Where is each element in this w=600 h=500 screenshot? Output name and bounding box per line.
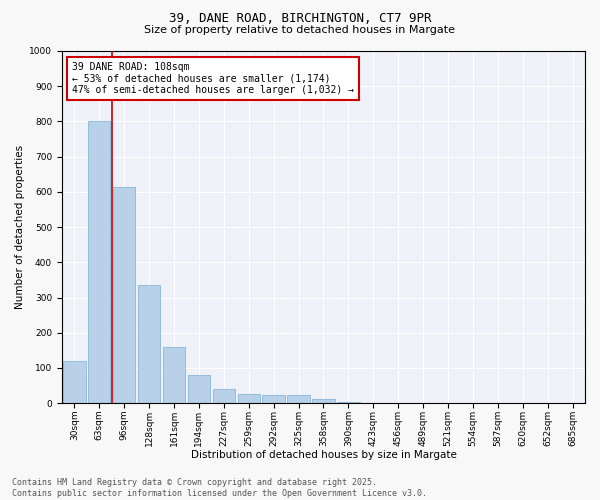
Bar bbox=[163, 347, 185, 403]
Bar bbox=[287, 396, 310, 403]
Bar bbox=[188, 375, 210, 403]
Text: 39 DANE ROAD: 108sqm
← 53% of detached houses are smaller (1,174)
47% of semi-de: 39 DANE ROAD: 108sqm ← 53% of detached h… bbox=[73, 62, 355, 95]
Bar bbox=[88, 122, 110, 403]
Text: Size of property relative to detached houses in Margate: Size of property relative to detached ho… bbox=[145, 25, 455, 35]
Text: Contains HM Land Registry data © Crown copyright and database right 2025.
Contai: Contains HM Land Registry data © Crown c… bbox=[12, 478, 427, 498]
Bar bbox=[262, 396, 285, 403]
Y-axis label: Number of detached properties: Number of detached properties bbox=[15, 145, 25, 309]
Bar bbox=[138, 285, 160, 403]
Bar bbox=[63, 361, 86, 403]
Bar bbox=[312, 399, 335, 403]
Text: 39, DANE ROAD, BIRCHINGTON, CT7 9PR: 39, DANE ROAD, BIRCHINGTON, CT7 9PR bbox=[169, 12, 431, 26]
Bar bbox=[212, 389, 235, 403]
Bar bbox=[238, 394, 260, 403]
Bar bbox=[113, 186, 136, 403]
Bar bbox=[337, 402, 359, 403]
X-axis label: Distribution of detached houses by size in Margate: Distribution of detached houses by size … bbox=[191, 450, 457, 460]
